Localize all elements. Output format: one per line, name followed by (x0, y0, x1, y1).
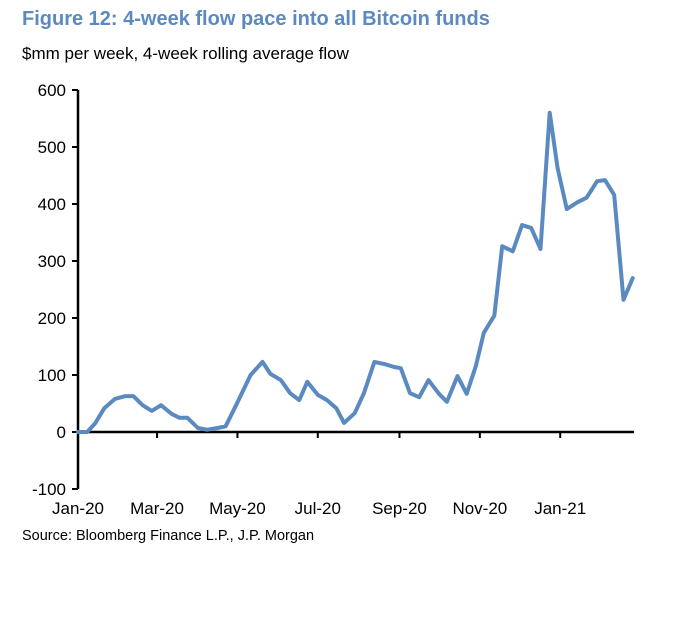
chart-subtitle: $mm per week, 4-week rolling average flo… (22, 44, 349, 63)
chart-title: Figure 12: 4-week flow pace into all Bit… (22, 8, 490, 30)
y-tick-label: 400 (38, 195, 66, 214)
y-tick-label: 300 (38, 252, 66, 271)
y-tick-label: 0 (57, 423, 66, 442)
chart-source: Source: Bloomberg Finance L.P., J.P. Mor… (22, 528, 315, 544)
x-tick-label: Jul-20 (295, 499, 341, 518)
x-tick-label: Sep-20 (372, 499, 427, 518)
series-line (76, 110, 635, 434)
y-tick-label: -100 (32, 480, 66, 499)
x-tick-label: Mar-20 (130, 499, 184, 518)
y-tick-label: 600 (38, 81, 66, 100)
x-tick-label: Jan-20 (52, 499, 104, 518)
y-tick-label: 100 (38, 366, 66, 385)
x-tick-label: Jan-21 (534, 499, 586, 518)
x-tick-label: Nov-20 (452, 499, 507, 518)
y-tick-label: 500 (38, 138, 66, 157)
x-tick-label: May-20 (209, 499, 266, 518)
y-tick-label: 200 (38, 309, 66, 328)
